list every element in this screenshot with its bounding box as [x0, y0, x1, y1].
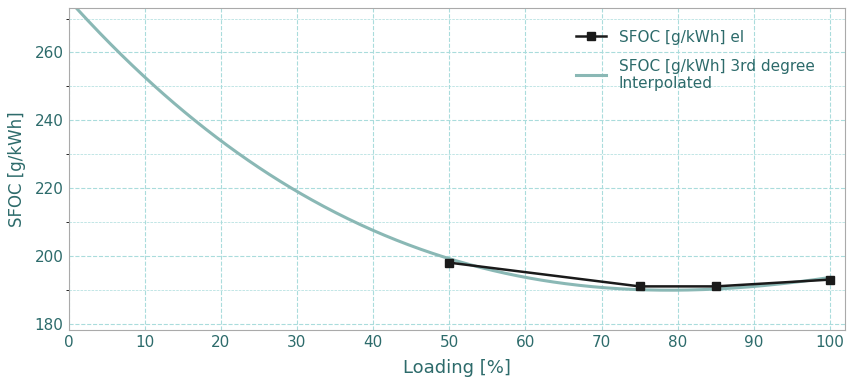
SFOC [g/kWh] el — [634, 284, 645, 289]
X-axis label: Loading [%]: Loading [%] — [403, 359, 510, 377]
SFOC [g/kWh] 3rd degree
Interpolated — [71, 5, 81, 10]
SFOC [g/kWh] 3rd degree
Interpolated — [429, 251, 439, 256]
SFOC [g/kWh] 3rd degree
Interpolated — [520, 275, 530, 280]
SFOC [g/kWh] el — [825, 277, 835, 282]
SFOC [g/kWh] 3rd degree
Interpolated — [825, 275, 835, 280]
SFOC [g/kWh] el — [444, 260, 454, 265]
SFOC [g/kWh] 3rd degree
Interpolated — [479, 266, 489, 271]
SFOC [g/kWh] el — [711, 284, 721, 289]
Y-axis label: SFOC [g/kWh]: SFOC [g/kWh] — [9, 112, 27, 227]
SFOC [g/kWh] 3rd degree
Interpolated — [433, 253, 444, 258]
SFOC [g/kWh] 3rd degree
Interpolated — [808, 278, 818, 282]
Line: SFOC [g/kWh] 3rd degree
Interpolated: SFOC [g/kWh] 3rd degree Interpolated — [76, 8, 830, 290]
Line: SFOC [g/kWh] el: SFOC [g/kWh] el — [445, 258, 834, 291]
SFOC [g/kWh] 3rd degree
Interpolated — [664, 288, 675, 293]
Legend: SFOC [g/kWh] el, SFOC [g/kWh] 3rd degree
Interpolated: SFOC [g/kWh] el, SFOC [g/kWh] 3rd degree… — [568, 22, 822, 99]
SFOC [g/kWh] 3rd degree
Interpolated — [690, 288, 700, 292]
